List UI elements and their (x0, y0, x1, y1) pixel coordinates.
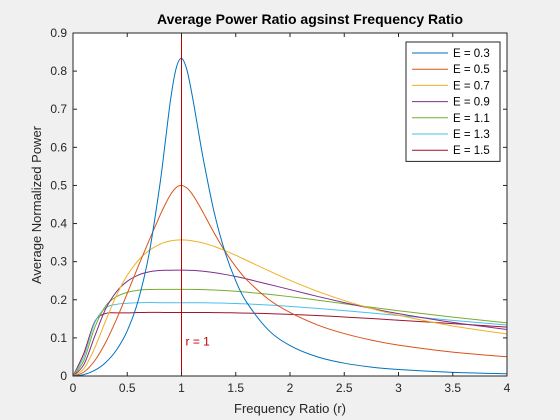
chart-title: Average Power Ratio agsinst Frequency Ra… (157, 11, 463, 27)
x-tick-label: 1.5 (227, 381, 244, 395)
y-tick-label: 0.7 (50, 102, 67, 116)
y-tick-label: 0.8 (50, 64, 67, 78)
x-axis-label: Frequency Ratio (r) (234, 401, 346, 416)
y-axis-label: Average Normalized Power (29, 125, 44, 284)
y-tick-label: 0.3 (50, 255, 67, 269)
y-tick-label: 0.6 (50, 140, 67, 154)
legend-label: E = 0.9 (453, 97, 490, 109)
x-tick-label: 1 (178, 381, 185, 395)
legend-label: E = 0.7 (453, 80, 490, 92)
y-tick-label: 0.9 (50, 26, 67, 40)
y-tick-label: 0.5 (50, 178, 67, 192)
legend-label: E = 1.5 (453, 145, 490, 157)
x-tick-label: 4 (504, 381, 511, 395)
x-tick-label: 2 (287, 381, 294, 395)
y-tick-label: 0.4 (50, 217, 67, 231)
series-layer (73, 57, 507, 376)
legend-label: E = 0.3 (453, 48, 490, 60)
y-tick-label: 0.1 (50, 331, 67, 345)
series-line-4 (73, 269, 507, 376)
x-tick-label: 0 (70, 381, 77, 395)
x-tick-label: 2.5 (336, 381, 353, 395)
axis-layer: 0 0.5 1 1.5 2 2.5 3 3.5 4 0 0.1 0.2 0.3 0.4 0.5 0.6 0.7 0… (50, 26, 510, 395)
legend-label: E = 1.3 (453, 129, 490, 141)
y-tick-label: 0.2 (50, 293, 67, 307)
series-line-6 (73, 302, 507, 376)
legend-label: E = 1.1 (453, 113, 490, 125)
legend-label: E = 0.5 (453, 64, 490, 76)
annotation-layer: r = 1 (181, 33, 211, 376)
x-tick-label: 0.5 (119, 381, 136, 395)
series-line-1 (73, 57, 507, 376)
legend: E = 0.3 E = 0.5 E = 0.7 E = 0.9 E = 1.1 E = 1… (405, 41, 501, 162)
reference-line-label: r = 1 (186, 335, 211, 349)
x-tick-label: 3 (395, 381, 402, 395)
series-line-2 (73, 184, 507, 376)
y-tick-label: 0 (60, 369, 67, 383)
x-tick-label: 3.5 (444, 381, 461, 395)
series-line-5 (73, 288, 507, 376)
series-line-7 (73, 311, 507, 376)
series-line-3 (73, 239, 507, 376)
